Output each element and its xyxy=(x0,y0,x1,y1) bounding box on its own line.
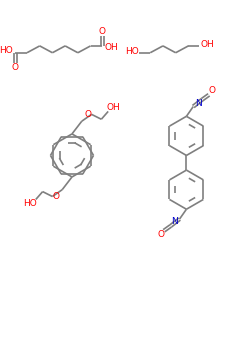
Text: N: N xyxy=(195,99,202,108)
Text: OH: OH xyxy=(200,40,214,49)
Text: OH: OH xyxy=(104,43,118,52)
Text: O: O xyxy=(52,192,59,201)
Text: OH: OH xyxy=(106,103,120,112)
Text: O: O xyxy=(208,86,215,96)
Text: N: N xyxy=(171,217,177,226)
Text: O: O xyxy=(158,230,164,239)
Text: O: O xyxy=(12,63,19,72)
Text: HO: HO xyxy=(125,47,138,56)
Text: O: O xyxy=(85,110,92,119)
Text: HO: HO xyxy=(0,46,13,55)
Text: O: O xyxy=(99,27,106,36)
Text: HO: HO xyxy=(23,199,37,208)
